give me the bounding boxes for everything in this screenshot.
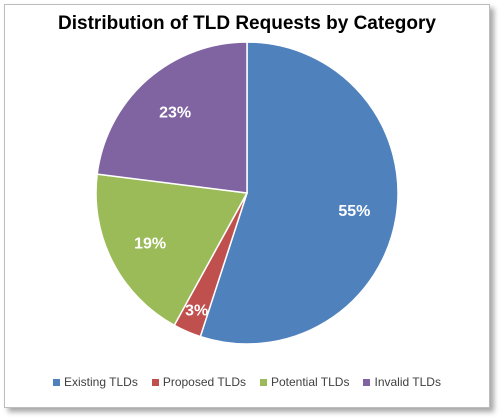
data-label-potential-tlds: 19% (134, 235, 166, 252)
legend-swatch (259, 378, 267, 386)
legend-item: Proposed TLDs (151, 375, 246, 389)
legend-label: Proposed TLDs (162, 375, 246, 389)
legend-swatch (53, 378, 61, 386)
legend-item: Invalid TLDs (363, 375, 441, 389)
legend-label: Potential TLDs (270, 375, 350, 389)
legend-item: Potential TLDs (259, 375, 350, 389)
data-label-proposed-tlds: 3% (185, 302, 208, 319)
chart-title: Distribution of TLD Requests by Category (58, 13, 436, 34)
chart-legend: Existing TLDs Proposed TLDs Potential TLDs… (5, 375, 489, 389)
legend-label: Existing TLDs (64, 375, 138, 389)
pie-slice-invalid-tlds (96, 41, 248, 194)
legend-swatch (151, 378, 159, 386)
chart-frame: Distribution of TLD Requests by Category… (4, 4, 490, 408)
pie-slice-potential-tlds (95, 173, 249, 327)
data-label-invalid-tlds: 23% (159, 104, 191, 121)
legend-swatch (363, 378, 371, 386)
legend-label: Invalid TLDs (374, 375, 441, 389)
legend-item: Existing TLDs (53, 375, 138, 389)
pie-slice-existing-tlds (199, 41, 399, 345)
pie-chart: 55% 3% 19% 23% (95, 41, 399, 345)
data-label-existing-tlds: 55% (338, 203, 370, 220)
